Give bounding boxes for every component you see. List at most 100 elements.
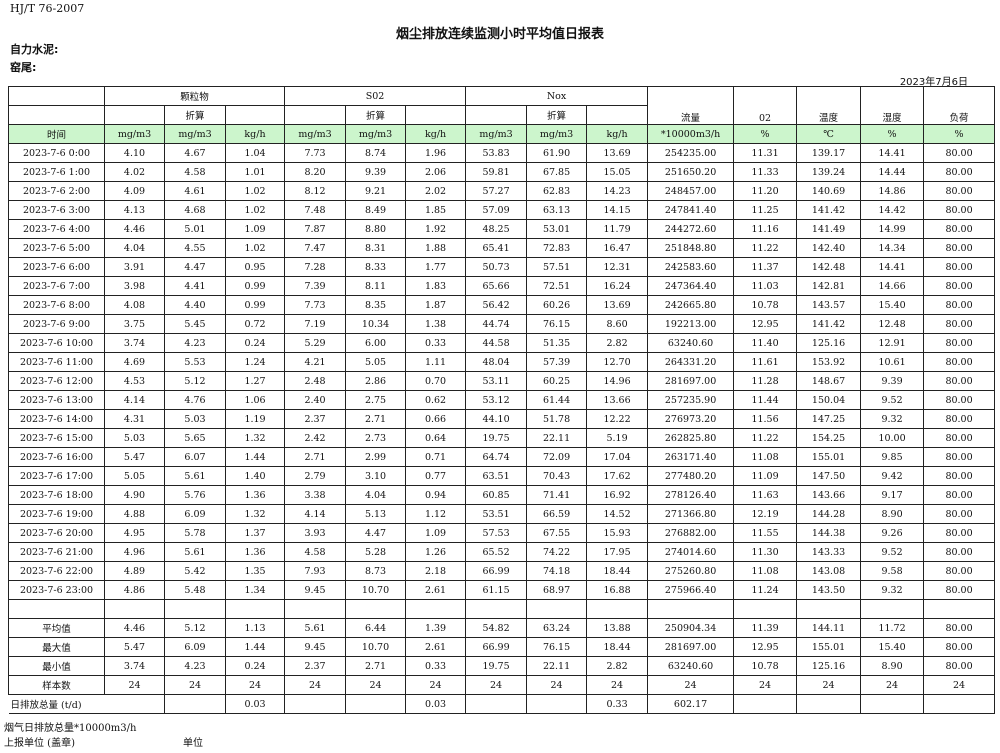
daily-total-label: 日排放总量 (t/d)	[8, 694, 165, 714]
value-cell: 19.75	[465, 428, 528, 448]
table-row: 2023-7-6 8:00 4.08 4.40 0.99 7.73 8.35 1.87 56.…	[8, 295, 996, 315]
value-cell: 68.97	[526, 580, 588, 600]
blank-cell	[345, 599, 407, 619]
value-cell: 80.00	[923, 504, 996, 524]
value-cell: 6.07	[164, 447, 226, 467]
value-cell: 5.45	[164, 314, 226, 334]
value-cell: 70.43	[526, 466, 588, 486]
value-cell: 80.00	[923, 409, 996, 429]
table-row: 2023-7-6 18:00 4.90 5.76 1.36 3.38 4.04 0.94 60…	[8, 485, 996, 505]
blank-cell	[465, 599, 528, 619]
summary-value: 66.99	[465, 637, 528, 657]
value-cell: 251848.80	[647, 238, 735, 258]
value-cell: 7.28	[284, 257, 347, 277]
value-cell: 7.47	[284, 238, 347, 258]
summary-value: 18.44	[586, 637, 649, 657]
value-cell: 4.67	[164, 143, 226, 163]
value-cell: 17.04	[586, 447, 649, 467]
value-cell: 80.00	[923, 143, 996, 163]
header-row-groups: 颗粒物 S02 Nox 流量 02 温度 湿度 负荷	[8, 86, 996, 125]
table-row: 2023-7-6 13:00 4.14 4.76 1.06 2.40 2.75 0.62 53…	[8, 390, 996, 410]
summary-value: 80.00	[923, 618, 996, 638]
group-header: 负荷	[923, 86, 996, 125]
value-cell: 12.91	[860, 333, 925, 353]
value-cell: 57.27	[465, 181, 528, 201]
value-cell: 9.26	[860, 523, 925, 543]
value-cell: 80.00	[923, 295, 996, 315]
value-cell: 1.44	[224, 447, 286, 467]
summary-value: 6.09	[164, 637, 226, 657]
value-cell: 244272.60	[647, 219, 735, 239]
value-cell: 13.66	[586, 390, 649, 410]
daily-total-value	[526, 694, 588, 714]
value-cell: 142.40	[796, 238, 862, 258]
value-cell: 254235.00	[647, 143, 735, 163]
summary-value: 10.70	[345, 637, 407, 657]
summary-value: 10.78	[733, 656, 798, 676]
table-row: 2023-7-6 17:00 5.05 5.61 1.40 2.79 3.10 0.77 63…	[8, 466, 996, 486]
value-cell: 9.52	[860, 542, 925, 562]
summary-value: 24	[526, 675, 588, 695]
value-cell: 1.09	[405, 523, 467, 543]
unit-header: mg/m3	[284, 124, 347, 144]
group-header: 湿度	[860, 86, 925, 125]
value-cell: 4.47	[164, 257, 226, 277]
value-cell: 14.41	[860, 143, 925, 163]
summary-value: 1.44	[224, 637, 286, 657]
unit-header: *10000m3/h	[647, 124, 735, 144]
value-cell: 61.90	[526, 143, 588, 163]
summary-value: 19.75	[465, 656, 528, 676]
table-row: 2023-7-6 16:00 5.47 6.07 1.44 2.71 2.99 0.71 64…	[8, 447, 996, 467]
value-cell: 5.03	[164, 409, 226, 429]
value-cell: 0.77	[405, 466, 467, 486]
summary-value: 281697.00	[647, 637, 735, 657]
value-cell: 14.52	[586, 504, 649, 524]
value-cell: 2.75	[345, 390, 407, 410]
value-cell: 143.57	[796, 295, 862, 315]
value-cell: 63240.60	[647, 333, 735, 353]
value-cell: 57.39	[526, 352, 588, 372]
summary-value: 63.24	[526, 618, 588, 638]
value-cell: 3.74	[104, 333, 165, 353]
summary-value: 24	[104, 675, 165, 695]
value-cell: 4.95	[104, 523, 165, 543]
time-cell: 2023-7-6 14:00	[8, 409, 105, 429]
value-cell: 143.50	[796, 580, 862, 600]
value-cell: 11.24	[733, 580, 798, 600]
value-cell: 1.40	[224, 466, 286, 486]
value-cell: 11.63	[733, 485, 798, 505]
value-cell: 80.00	[923, 390, 996, 410]
value-cell: 63.51	[465, 466, 528, 486]
value-cell: 1.92	[405, 219, 467, 239]
value-cell: 53.12	[465, 390, 528, 410]
value-cell: 44.58	[465, 333, 528, 353]
summary-value: 6.44	[345, 618, 407, 638]
value-cell: 7.48	[284, 200, 347, 220]
value-cell: 44.74	[465, 314, 528, 334]
unit-header: ℃	[796, 124, 862, 144]
summary-value: 80.00	[923, 656, 996, 676]
sub-header	[284, 105, 347, 125]
value-cell: 14.15	[586, 200, 649, 220]
value-cell: 80.00	[923, 200, 996, 220]
table-row: 2023-7-6 23:00 4.86 5.48 1.34 9.45 10.70 2.61 6…	[8, 580, 996, 600]
blank-cell	[405, 599, 467, 619]
value-cell: 125.16	[796, 333, 862, 353]
unit-header: mg/m3	[465, 124, 528, 144]
value-cell: 12.31	[586, 257, 649, 277]
daily-total-value	[860, 694, 925, 714]
daily-total-value	[345, 694, 407, 714]
value-cell: 80.00	[923, 333, 996, 353]
time-cell: 2023-7-6 19:00	[8, 504, 105, 524]
value-cell: 5.61	[164, 466, 226, 486]
sub-header: 折算	[526, 105, 588, 125]
table-row: 2023-7-6 20:00 4.95 5.78 1.37 3.93 4.47 1.09 57…	[8, 523, 996, 543]
value-cell: 53.11	[465, 371, 528, 391]
value-cell: 1.02	[224, 238, 286, 258]
summary-value: 144.11	[796, 618, 862, 638]
value-cell: 72.51	[526, 276, 588, 296]
value-cell: 10.70	[345, 580, 407, 600]
value-cell: 8.49	[345, 200, 407, 220]
value-cell: 2.99	[345, 447, 407, 467]
value-cell: 63.13	[526, 200, 588, 220]
